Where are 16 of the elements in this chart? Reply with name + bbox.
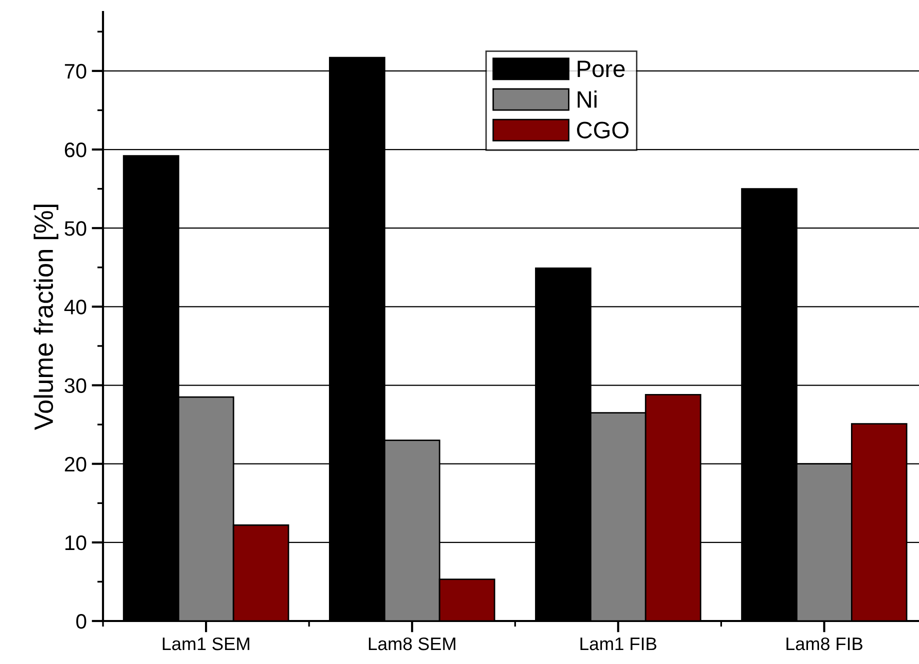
- y-tick-label: 10: [65, 535, 86, 550]
- x-tick-label: Lam8 FIB: [786, 637, 862, 650]
- x-tick-label: Lam1 FIB: [580, 638, 656, 650]
- y-tick-label: 40: [64, 300, 86, 314]
- x-tick-label: Lam8 SEM: [368, 637, 456, 650]
- x-tick-label: Lam1 SEM: [162, 637, 250, 650]
- y-tick-label: 20: [64, 456, 86, 472]
- legend-label: Pore: [578, 60, 625, 78]
- y-tick-label: 50: [64, 221, 86, 236]
- legend-label: CGO: [577, 122, 628, 138]
- y-tick-label: 0: [76, 614, 86, 629]
- y-axis-title: Volume fraction [%]: [34, 204, 58, 430]
- y-tick-label: 70: [64, 64, 86, 79]
- y-tick-label: 60: [64, 142, 86, 158]
- legend-label: Ni: [578, 90, 597, 108]
- y-tick-label: 30: [64, 378, 86, 394]
